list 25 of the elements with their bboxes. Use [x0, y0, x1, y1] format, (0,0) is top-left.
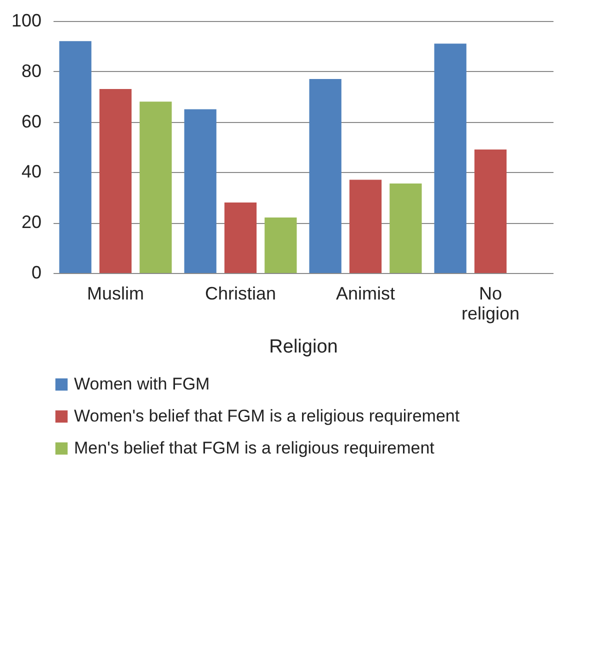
x-axis-title: Religion [269, 336, 338, 358]
y-tick-label: 80 [21, 60, 42, 81]
bar [434, 44, 466, 273]
y-tick-label: 100 [11, 10, 42, 30]
bar [59, 41, 92, 273]
y-tick-label: 60 [21, 111, 42, 132]
bar [224, 202, 257, 273]
bar [184, 109, 216, 273]
y-tick-label: 40 [21, 162, 42, 182]
x-tick-label: Animist [336, 284, 396, 304]
bar [474, 150, 507, 273]
y-tick-label: 0 [31, 262, 42, 282]
legend-label: Women's belief that FGM is a religious requirement [74, 406, 460, 426]
x-tick-label: Christian [204, 284, 276, 304]
legend-label: Women with FGM [74, 374, 210, 394]
x-tick-label: Muslim [87, 284, 144, 304]
bar [390, 184, 422, 273]
y-tick-label: 20 [21, 212, 42, 232]
bar [349, 180, 382, 273]
bar [264, 218, 297, 273]
bar [140, 102, 172, 273]
bar [309, 78, 342, 273]
x-tick-label: No religion [461, 284, 520, 324]
legend-label: Men's belief that FGM is a religious requirement [74, 438, 435, 458]
bar [99, 89, 132, 273]
